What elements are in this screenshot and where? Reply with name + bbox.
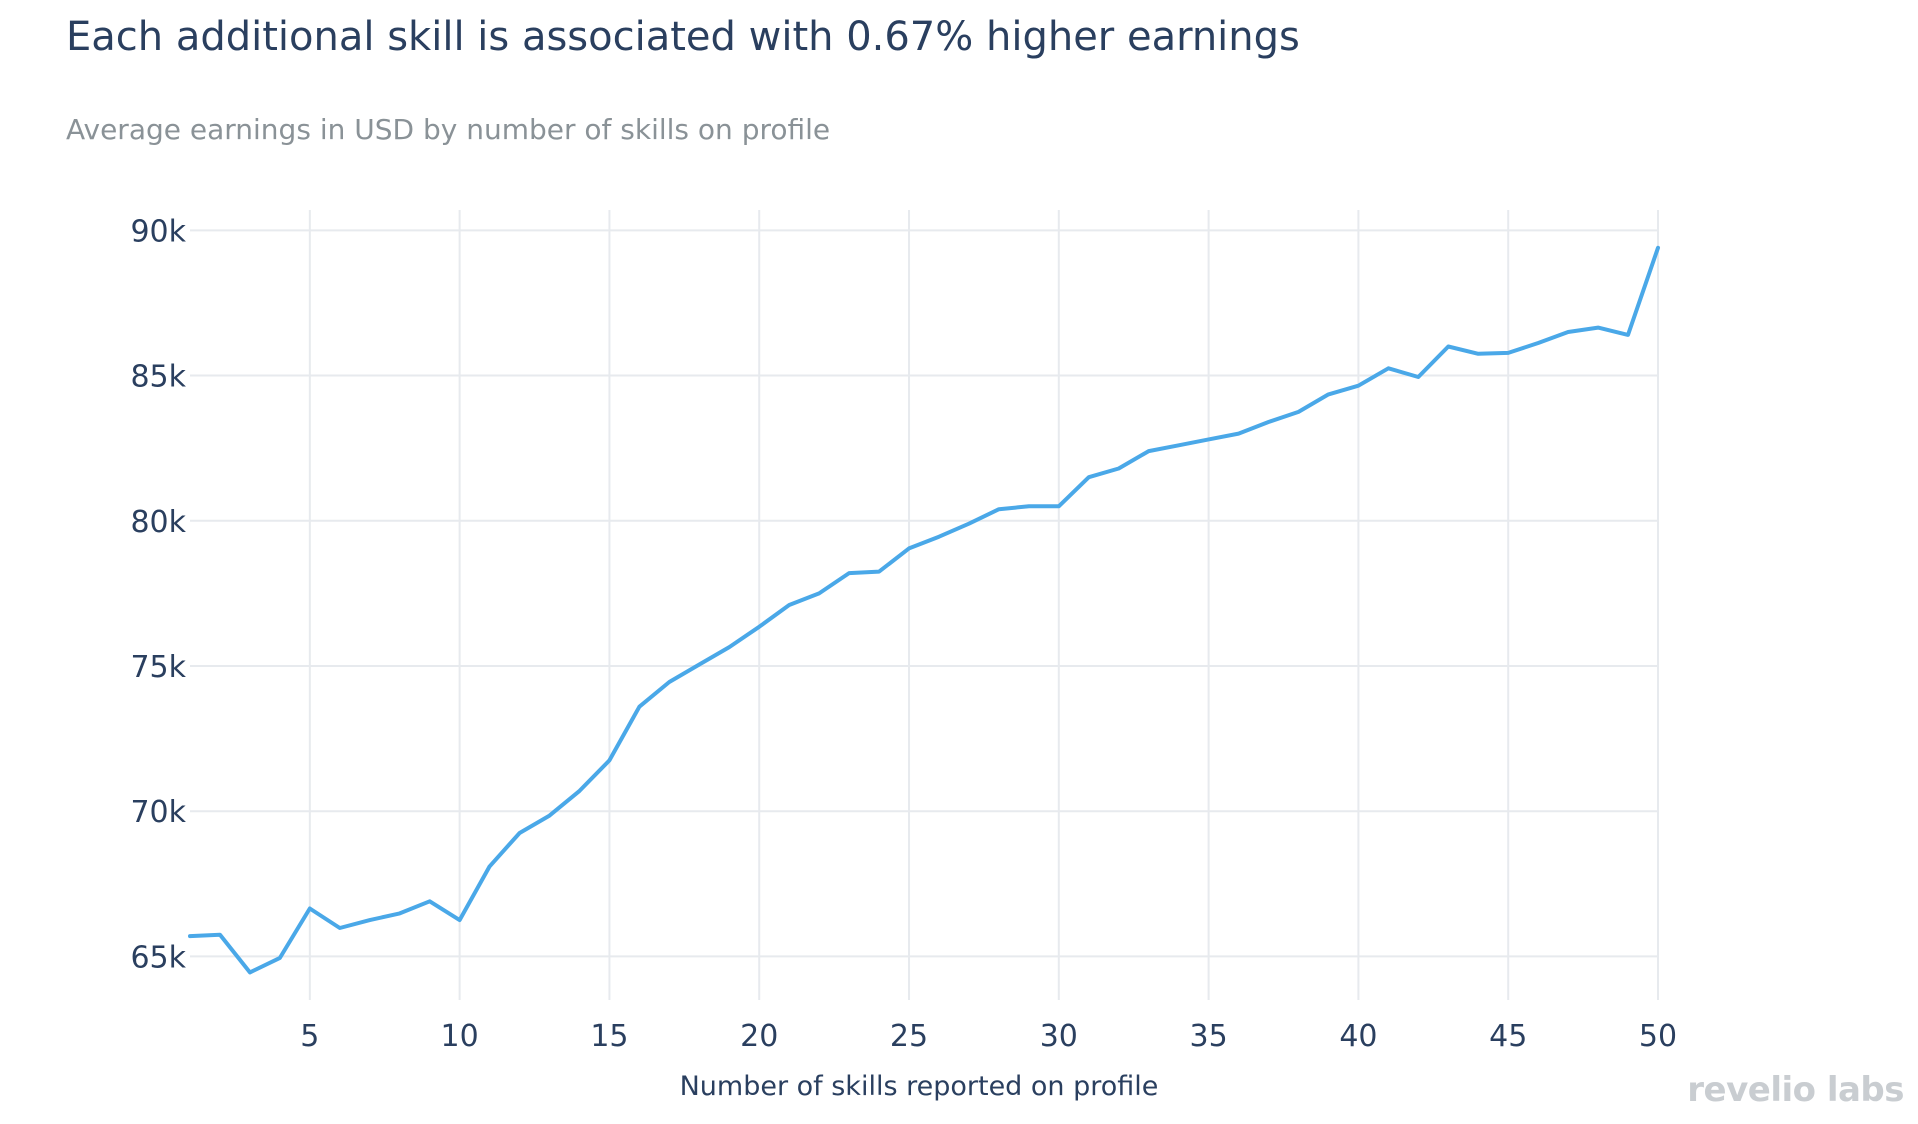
y-tick-label-85000: 85k: [130, 360, 186, 395]
data-point-1: [187, 933, 193, 939]
y-tick-label-75000: 75k: [130, 650, 186, 685]
x-tick-label-35: 35: [1190, 1019, 1228, 1054]
data-point-32: [1116, 466, 1122, 472]
data-point-35: [1206, 436, 1212, 442]
series-line-0: [188, 245, 1660, 975]
data-point-24: [876, 569, 882, 575]
data-point-28: [996, 506, 1002, 512]
chart-subtitle: Average earnings in USD by number of ski…: [66, 113, 831, 146]
data-point-37: [1266, 419, 1272, 425]
data-point-33: [1146, 448, 1152, 454]
x-tick-label-5: 5: [300, 1019, 319, 1054]
gridlines: [190, 210, 1659, 1000]
data-point-29: [1026, 503, 1032, 509]
data-point-21: [786, 602, 792, 608]
x-tick-label-25: 25: [890, 1019, 928, 1054]
data-point-10: [457, 917, 463, 923]
data-point-48: [1595, 325, 1601, 331]
data-point-42: [1415, 374, 1421, 380]
data-point-2: [217, 932, 223, 938]
data-point-12: [517, 830, 523, 836]
data-point-16: [636, 704, 642, 710]
data-point-17: [666, 679, 672, 685]
data-point-23: [846, 570, 852, 576]
data-point-34: [1176, 442, 1182, 448]
data-point-15: [606, 757, 612, 763]
chart-title: Each additional skill is associated with…: [66, 14, 1300, 60]
data-point-43: [1445, 344, 1451, 350]
data-point-11: [487, 863, 493, 869]
data-point-39: [1325, 391, 1331, 397]
x-tick-label-10: 10: [441, 1019, 479, 1054]
data-point-41: [1385, 365, 1391, 371]
data-point-22: [816, 590, 822, 596]
data-point-26: [936, 534, 942, 540]
data-point-46: [1535, 340, 1541, 346]
data-point-6: [337, 925, 343, 931]
data-point-18: [696, 662, 702, 668]
data-point-19: [726, 644, 732, 650]
data-point-13: [547, 813, 553, 819]
x-axis-title: Number of skills reported on profile: [680, 1071, 1159, 1102]
data-point-47: [1565, 329, 1571, 335]
x-tick-label-40: 40: [1339, 1019, 1377, 1054]
data-point-8: [397, 910, 403, 916]
data-point-9: [427, 898, 433, 904]
data-point-45: [1505, 350, 1511, 356]
data-point-20: [756, 624, 762, 630]
revelio-labs-logo: revelio labs: [1687, 1070, 1904, 1110]
x-tick-label-30: 30: [1040, 1019, 1078, 1054]
series-layer: [187, 245, 1661, 975]
data-point-49: [1625, 332, 1631, 338]
data-point-7: [367, 917, 373, 923]
axis-ticks: 5 10 15 20 25 30 35 40 45 50 65k 70k 75k 80k 85k 90k: [130, 214, 1677, 1054]
data-point-31: [1086, 474, 1092, 480]
data-point-30: [1056, 503, 1062, 509]
y-tick-label-70000: 70k: [130, 795, 186, 830]
data-point-4: [277, 955, 283, 961]
x-tick-label-50: 50: [1639, 1019, 1677, 1054]
data-point-36: [1236, 431, 1242, 437]
y-tick-label-65000: 65k: [130, 940, 186, 975]
x-tick-label-15: 15: [590, 1019, 628, 1054]
y-tick-label-90000: 90k: [130, 214, 186, 249]
data-point-14: [577, 788, 583, 794]
data-point-38: [1296, 409, 1302, 415]
data-point-40: [1355, 383, 1361, 389]
data-point-5: [307, 906, 313, 912]
data-point-27: [966, 521, 972, 527]
data-point-3: [247, 969, 253, 975]
x-tick-label-20: 20: [740, 1019, 778, 1054]
x-tick-label-45: 45: [1489, 1019, 1527, 1054]
data-point-25: [906, 545, 912, 551]
y-tick-label-80000: 80k: [130, 505, 186, 540]
data-point-50: [1655, 245, 1661, 251]
data-point-44: [1475, 351, 1481, 357]
